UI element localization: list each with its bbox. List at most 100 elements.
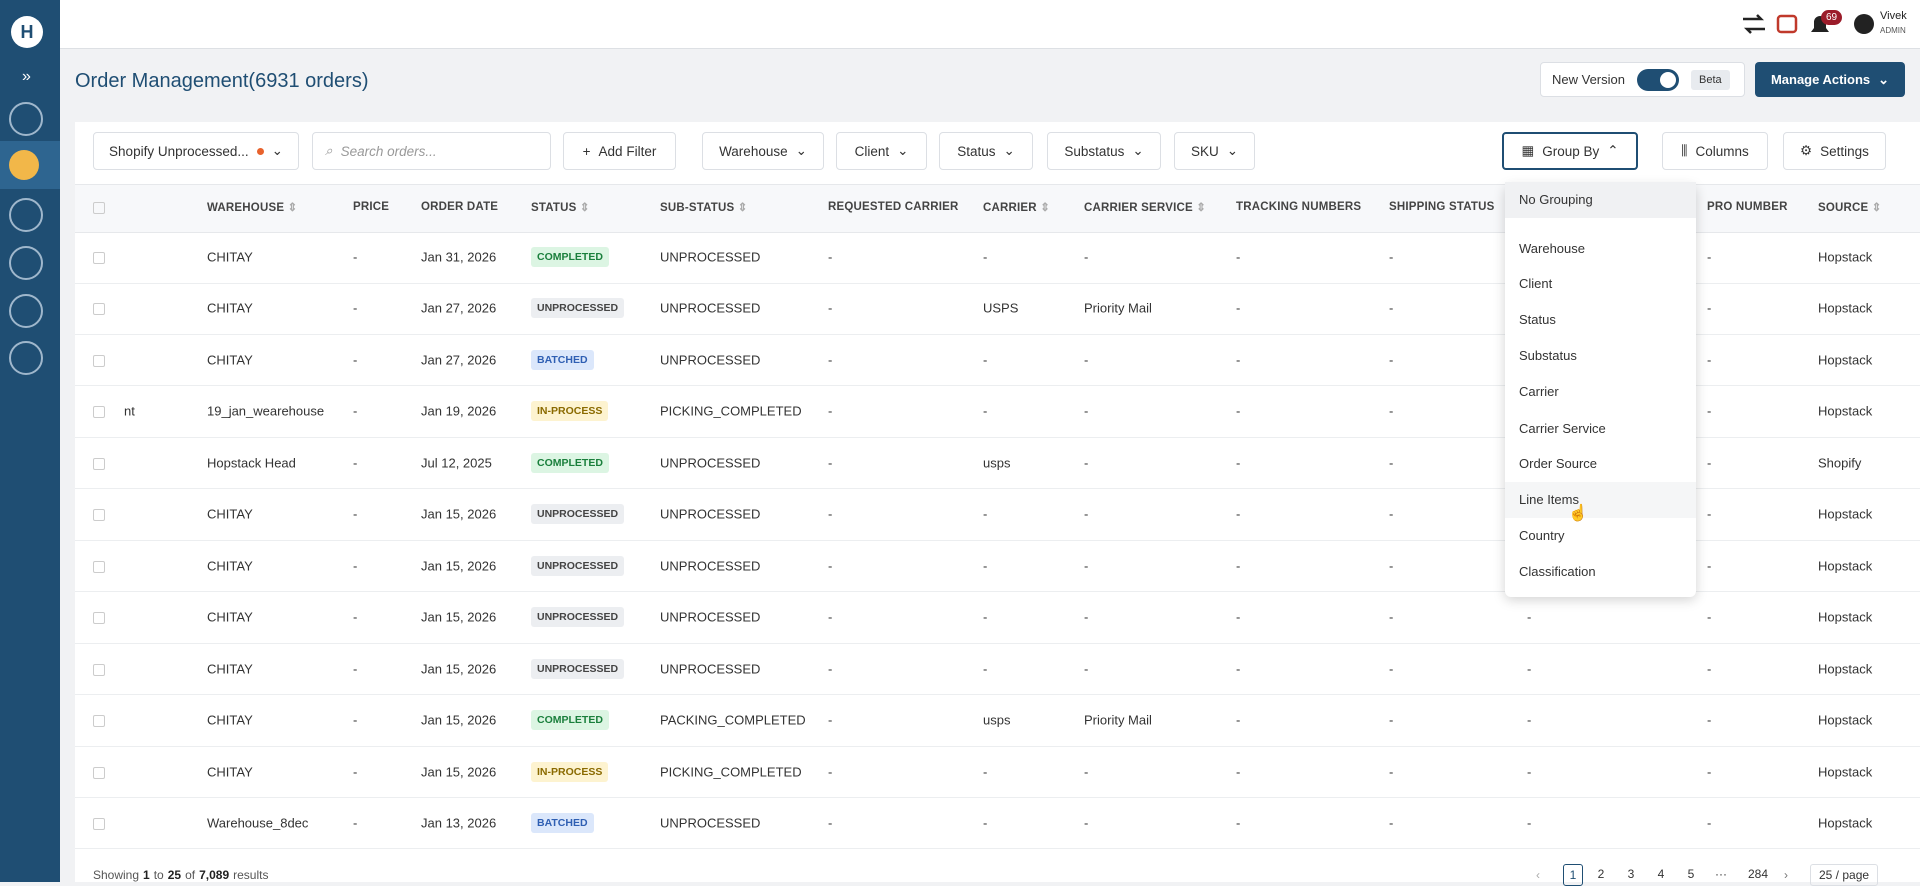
page-button[interactable]: 1 — [1563, 864, 1583, 886]
group-option[interactable]: Client — [1519, 276, 1553, 291]
column-header[interactable]: SHIPPING STATUS — [1389, 201, 1495, 213]
group-option[interactable]: Classification — [1519, 564, 1596, 579]
column-header[interactable]: CARRIER ⇕ — [983, 202, 1051, 214]
checkbox[interactable] — [93, 202, 105, 214]
column-header[interactable]: PRO NUMBER — [1707, 201, 1788, 213]
filter-dropdown[interactable]: Substatus ⌄ — [1047, 132, 1161, 170]
group-option[interactable]: Carrier Service — [1519, 421, 1606, 436]
user-icon[interactable] — [1854, 14, 1874, 34]
table-cell: - — [1084, 506, 1089, 522]
table-cell: - — [1389, 506, 1394, 522]
table-cell: - — [983, 403, 988, 419]
page-button[interactable]: 5 — [1687, 867, 1695, 881]
group-option[interactable]: Order Source — [1519, 456, 1598, 471]
page-button[interactable]: ··· — [1715, 867, 1727, 881]
group-option[interactable]: Line Items — [1505, 482, 1696, 518]
group-option[interactable]: Substatus — [1519, 348, 1577, 363]
filter-dropdown[interactable]: Status ⌄ — [939, 132, 1033, 170]
column-header[interactable]: SUB-STATUS ⇕ — [660, 202, 748, 214]
table-cell: - — [983, 764, 988, 779]
print-icon[interactable] — [1776, 14, 1798, 34]
column-header[interactable]: ORDER DATE — [421, 201, 499, 213]
table-cell: PICKING_COMPLETED — [660, 403, 802, 419]
filter-label: Client — [854, 143, 890, 159]
group-option[interactable]: Warehouse — [1519, 241, 1585, 256]
table-cell: Jan 15, 2026 — [421, 712, 497, 728]
table-cell: Jan 15, 2026 — [421, 764, 497, 779]
search-box[interactable]: ⌕ Search orders... — [312, 132, 551, 170]
row-divider — [75, 745, 1920, 747]
nav-icon[interactable] — [9, 341, 43, 375]
column-header[interactable]: REQUESTED CARRIER — [828, 201, 959, 213]
settings-button[interactable]: ⚙ Settings — [1783, 132, 1886, 170]
checkbox[interactable] — [93, 457, 105, 470]
table-cell: - — [828, 764, 833, 779]
page-button[interactable]: 3 — [1627, 867, 1635, 881]
filter-dropdown[interactable]: Warehouse ⌄ — [702, 132, 824, 170]
add-filter[interactable]: + Add Filter — [563, 132, 676, 170]
checkbox[interactable] — [93, 303, 105, 316]
group-option[interactable]: Country — [1519, 528, 1565, 543]
page-button[interactable]: 284 — [1747, 867, 1769, 881]
saved-view[interactable]: Shopify Unprocessed... ⌄ — [93, 132, 299, 170]
checkbox[interactable] — [93, 354, 105, 367]
table-cell: usps — [983, 712, 1011, 728]
table-cell: - — [1084, 558, 1089, 574]
table-cell: - — [1236, 815, 1241, 831]
nav-icon[interactable] — [9, 294, 43, 328]
page-button[interactable]: 4 — [1657, 867, 1665, 881]
table-cell: - — [1389, 300, 1394, 316]
group-option[interactable]: Status — [1519, 312, 1556, 327]
footer-summary: 25 — [167, 868, 182, 882]
checkbox[interactable] — [93, 252, 105, 264]
group-option[interactable]: Carrier — [1519, 384, 1559, 399]
user-role: ADMIN — [1880, 26, 1906, 35]
columns-button[interactable]: ⫼ Columns — [1662, 132, 1768, 170]
table-cell: - — [1236, 300, 1241, 316]
top-bar — [0, 0, 1920, 49]
table-cell: - — [1084, 815, 1089, 831]
checkbox[interactable] — [93, 817, 105, 830]
nav-icon[interactable] — [9, 198, 43, 232]
nav-icon[interactable] — [9, 246, 43, 280]
table-cell: Jan 27, 2026 — [421, 300, 497, 316]
group-option[interactable]: No Grouping — [1505, 182, 1696, 218]
table-cell: CHITAY — [207, 764, 253, 779]
page-size[interactable]: 25 / page — [1810, 864, 1879, 886]
filter-label: Warehouse — [719, 143, 788, 159]
column-header[interactable]: TRACKING NUMBERS — [1236, 201, 1362, 213]
checkbox[interactable] — [93, 406, 105, 419]
switch-icon[interactable] — [1743, 14, 1765, 34]
checkbox[interactable] — [93, 715, 105, 728]
table-cell: - — [1707, 609, 1712, 625]
checkbox[interactable] — [93, 766, 105, 779]
filter-dropdown[interactable]: Client ⌄ — [836, 132, 927, 170]
table-cell: - — [353, 764, 358, 779]
filter-dropdown[interactable]: SKU ⌄ — [1174, 132, 1255, 170]
row-divider — [75, 642, 1920, 644]
status-badge: UNPROCESSED — [531, 555, 625, 576]
group-by[interactable]: ▦ Group By ⌃ — [1502, 132, 1638, 170]
checkbox[interactable] — [93, 663, 105, 676]
toggle-label: New Version — [1552, 72, 1625, 87]
column-header[interactable]: SOURCE ⇕ — [1818, 202, 1882, 214]
column-header[interactable]: WAREHOUSE ⇕ — [207, 202, 298, 214]
prev-page[interactable]: ‹ — [1536, 868, 1540, 882]
page-button[interactable]: 2 — [1597, 867, 1605, 881]
next-page[interactable]: › — [1784, 868, 1788, 882]
column-header[interactable]: CARRIER SERVICE ⇕ — [1084, 202, 1207, 214]
checkbox[interactable] — [93, 612, 105, 625]
expand-icon: » — [22, 68, 31, 85]
manage-actions[interactable]: Manage Actions ⌄ — [1755, 62, 1905, 97]
nav-icon[interactable] — [9, 102, 43, 136]
checkbox[interactable] — [93, 509, 105, 522]
nav-icon[interactable] — [9, 150, 39, 180]
table-cell: - — [1084, 352, 1089, 368]
column-header[interactable]: STATUS ⇕ — [531, 202, 590, 214]
version-toggle[interactable]: New Version Beta — [1540, 62, 1745, 97]
toggle-switch[interactable] — [1636, 68, 1679, 91]
checkbox[interactable] — [93, 560, 105, 573]
table-cell: - — [1389, 661, 1394, 677]
row-divider — [75, 333, 1920, 335]
column-header[interactable]: PRICE — [353, 201, 390, 213]
